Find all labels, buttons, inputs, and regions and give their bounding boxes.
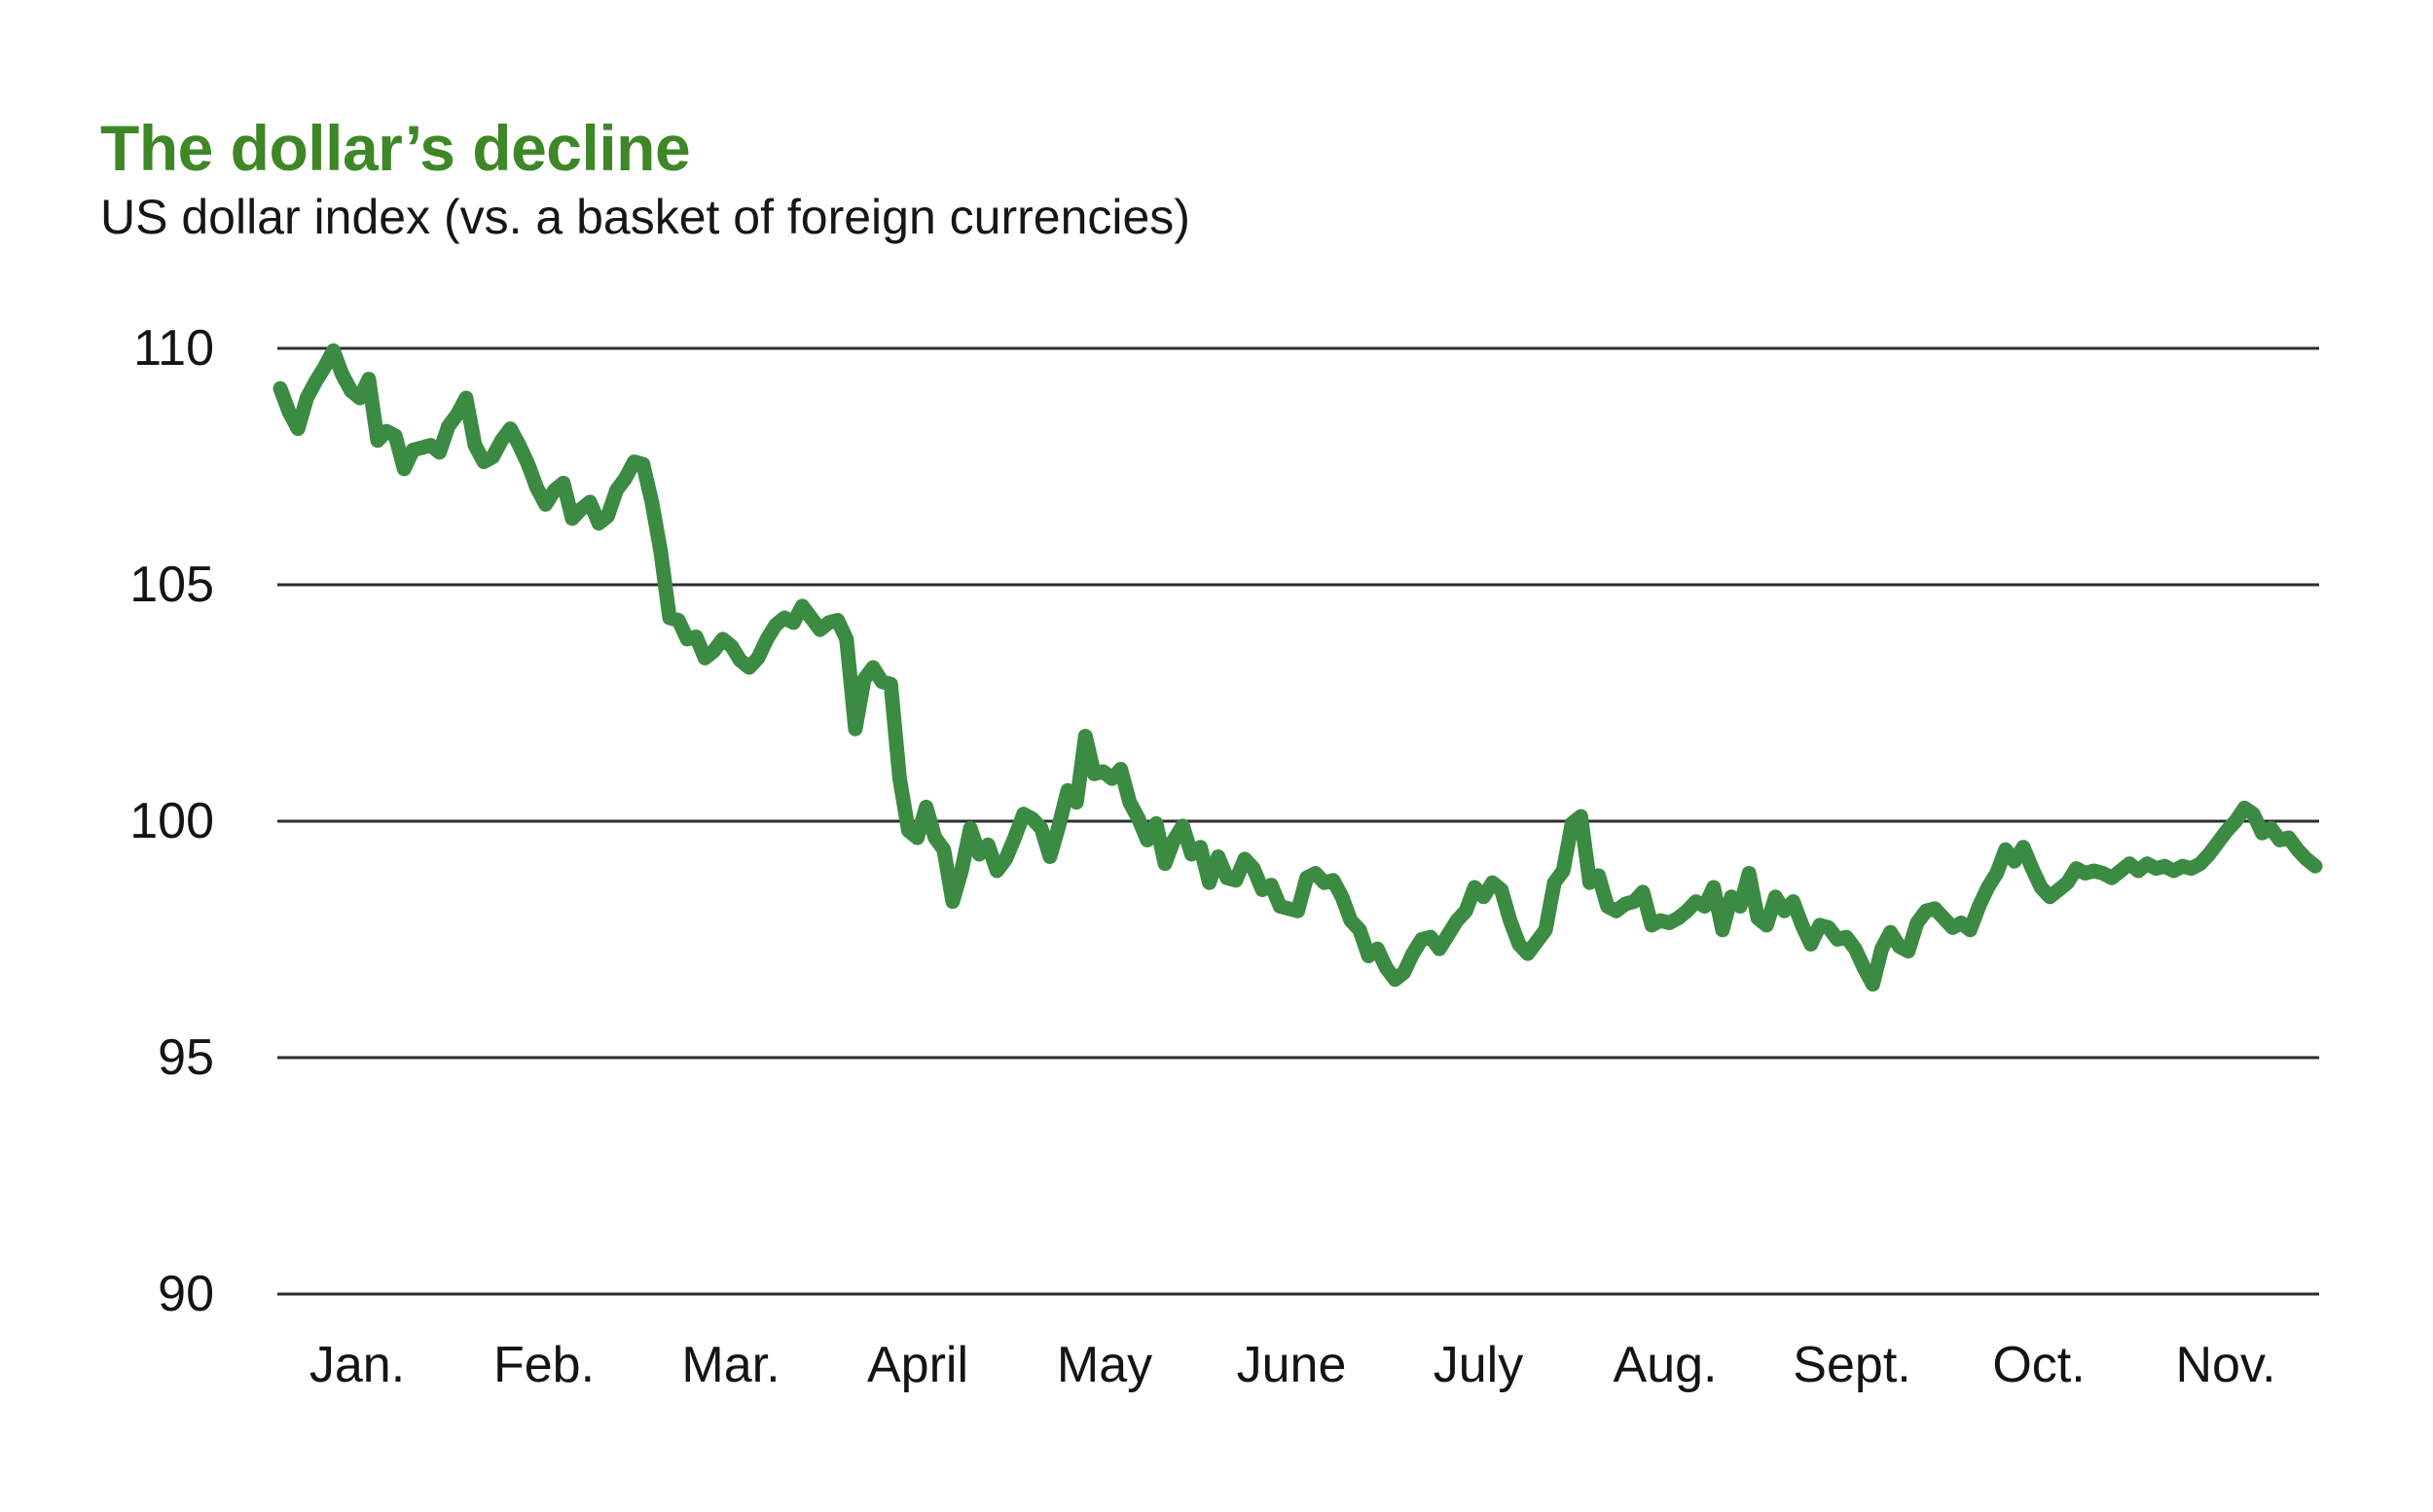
x-tick-label-nov: Nov. [2175, 1337, 2276, 1393]
x-tick-label-feb: Feb. [492, 1337, 596, 1393]
y-tick-label: 100 [129, 793, 214, 849]
x-tick-label-jan: Jan. [309, 1337, 406, 1393]
gridlines [277, 346, 2319, 1296]
chart-title: The dollar’s decline [100, 112, 691, 185]
y-tick-label: 105 [129, 557, 214, 613]
y-tick-label: 110 [133, 320, 214, 377]
x-tick-label-april: April [866, 1337, 969, 1393]
x-tick-label-oct: Oct. [1992, 1337, 2086, 1393]
chart-subtitle: US dollar index (vs. a basket of foreign… [100, 190, 1190, 244]
x-tick-label-sept: Sept. [1793, 1337, 1911, 1393]
x-tick-label-july: July [1433, 1337, 1524, 1393]
dollar-index-line [272, 342, 2323, 992]
y-tick-label: 90 [158, 1266, 214, 1322]
x-tick-label-mar: Mar. [681, 1337, 781, 1393]
x-tick-label-may: May [1056, 1337, 1153, 1393]
x-tick-label-aug: Aug. [1613, 1337, 1718, 1393]
y-tick-label: 95 [158, 1029, 214, 1086]
x-tick-label-june: June [1236, 1337, 1347, 1393]
